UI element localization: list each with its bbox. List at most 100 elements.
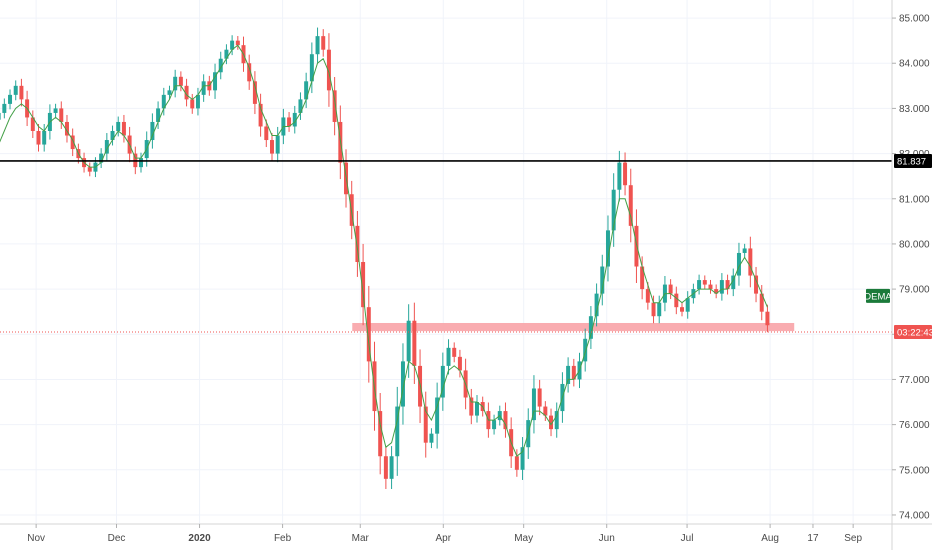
y-axis: 74.00075.00076.00077.00078.00079.00080.0… (891, 0, 930, 550)
candle-body (269, 140, 274, 154)
candle-body (685, 298, 690, 312)
candle-body (355, 225, 360, 262)
candle-body (218, 58, 223, 73)
dema-line (0, 44, 768, 457)
candle-body (503, 411, 508, 430)
candle-body (201, 81, 206, 95)
y-tick-label: 74.000 (899, 510, 930, 521)
candle-body (668, 284, 673, 294)
candle-body (674, 293, 679, 308)
candle-body (252, 81, 257, 104)
x-tick-label: Aug (761, 533, 779, 544)
candle-body (697, 280, 702, 290)
candle-body (309, 54, 314, 82)
candle-body (469, 397, 474, 416)
y-tick-label: 85.000 (899, 14, 930, 25)
candle-body (64, 121, 69, 136)
candle-body (195, 94, 200, 109)
support-zone-layer (352, 322, 795, 332)
candle-body (366, 307, 371, 362)
candle-body (275, 135, 280, 154)
candle-body (2, 103, 7, 113)
candle-body (452, 347, 457, 357)
candle-body (70, 135, 75, 150)
candle-body (224, 49, 229, 59)
candle-body (475, 402, 479, 416)
x-tick-label: May (514, 533, 533, 544)
candle-body (361, 262, 366, 308)
candle-body (116, 121, 121, 131)
x-tick-label: Nov (27, 533, 45, 544)
price-tags: 81.837 03:22:43 DEMA (864, 153, 932, 340)
candle-body (395, 406, 400, 457)
candle-body (429, 433, 434, 443)
y-tick-label: 79.000 (899, 285, 930, 296)
candle-body (759, 293, 764, 312)
dema-tag-bg (866, 288, 890, 303)
candle-body (514, 456, 519, 470)
candle-body (110, 131, 115, 141)
candle-body (714, 289, 719, 294)
candle-body (287, 117, 292, 127)
candle-body (446, 347, 451, 366)
level-price-tag: 81.837 (897, 156, 926, 167)
candle-body (19, 85, 24, 100)
candle-body (742, 248, 747, 253)
candle-body (605, 230, 610, 267)
candle-body (611, 189, 616, 231)
candle-body (725, 280, 730, 290)
x-tick-label: Sep (844, 533, 862, 544)
candle-body (680, 307, 685, 312)
candle-body (36, 131, 41, 145)
candle-body (731, 275, 736, 290)
candle-body (332, 90, 337, 122)
x-tick-label: Jul (681, 533, 694, 544)
levels-layer (0, 160, 892, 333)
candle-body (247, 63, 252, 82)
candle-body (628, 185, 633, 226)
candle-body (99, 153, 104, 163)
candle-body (139, 158, 144, 168)
candle-body (571, 365, 576, 380)
candle-body (440, 365, 445, 398)
candle-body (748, 248, 753, 276)
candle-body (326, 49, 331, 91)
candle-body (754, 275, 759, 294)
candle-body (59, 108, 64, 122)
candle-body (617, 162, 622, 190)
candle-body (406, 320, 411, 362)
y-tick-label: 80.000 (899, 239, 930, 250)
candle-body (87, 167, 92, 172)
y-tick-label: 76.000 (899, 420, 930, 431)
candle-body (190, 99, 195, 109)
candle-body (230, 40, 235, 50)
candle-body (8, 94, 13, 104)
y-tick-label: 83.000 (899, 104, 930, 115)
candle-body (156, 108, 161, 122)
candle-body (184, 85, 189, 100)
x-tick-label: Dec (108, 533, 126, 544)
candle-body (0, 112, 1, 120)
candle-body (400, 361, 405, 407)
candle-body (554, 411, 559, 430)
candle-body (594, 293, 599, 317)
grid-layer (0, 0, 892, 524)
x-tick-label: Mar (352, 533, 370, 544)
candle-body (412, 320, 417, 366)
candle-body (640, 266, 645, 290)
candle-body (161, 94, 166, 109)
x-axis: Nov Dec 2020 Feb Mar Apr May Jun Jul Aug 17 Sep (0, 523, 932, 544)
candle-body (566, 365, 571, 384)
candle-body (378, 411, 383, 457)
candle-body (457, 356, 462, 371)
x-tick-label: 2020 (188, 533, 211, 544)
y-tick-label: 84.000 (899, 59, 930, 70)
candle-body (173, 76, 178, 91)
candle-body (315, 36, 320, 55)
candle-body (543, 406, 548, 416)
support-zone (352, 322, 795, 332)
candle-body (736, 252, 741, 276)
x-tick-label: Feb (274, 533, 292, 544)
